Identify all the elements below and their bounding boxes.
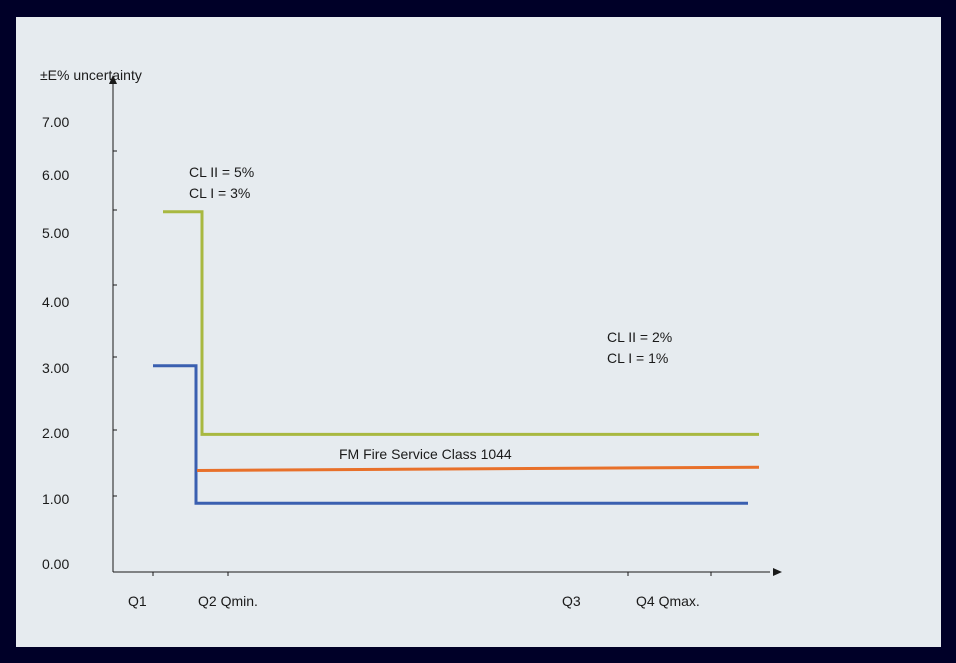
annotation-high-line: CL I = 1% [607, 350, 668, 366]
annotation-low-line: CL I = 3% [189, 185, 250, 201]
x-tick-label: Q2 Qmin. [198, 593, 258, 609]
uncertainty-chart: 0.00 1.00 2.00 3.00 4.00 5.00 6.00 7.00 Q1 Q2 Qm… [40, 67, 782, 609]
x-tick-label: Q4 Qmax. [636, 593, 700, 609]
series-label-fm: FM Fire Service Class 1044 [339, 446, 512, 462]
y-axis-arrow [109, 75, 117, 84]
y-tick-label: 3.00 [42, 360, 69, 376]
y-tick-label: 4.00 [42, 294, 69, 310]
y-tick-label: 2.00 [42, 425, 69, 441]
y-tick-label: 6.00 [42, 167, 69, 183]
annotation-low-line: CL II = 5% [189, 164, 254, 180]
y-tick-label: 1.00 [42, 491, 69, 507]
chart-panel: 0.00 1.00 2.00 3.00 4.00 5.00 6.00 7.00 Q1 Q2 Qm… [16, 17, 941, 647]
annotation-high-line: CL II = 2% [607, 329, 672, 345]
series-line-fm [196, 465, 760, 472]
y-tick-label: 5.00 [42, 225, 69, 241]
x-tick-label: Q1 [128, 593, 147, 609]
x-axis-arrow [773, 568, 782, 576]
y-tick-label: 0.00 [42, 556, 69, 572]
x-tick-label: Q3 [562, 593, 581, 609]
series-line-cl-low [163, 210, 759, 436]
y-tick-label: 7.00 [42, 114, 69, 130]
series-line-cl-high [153, 364, 748, 505]
y-axis-label: ±E% uncertainty [40, 67, 142, 83]
